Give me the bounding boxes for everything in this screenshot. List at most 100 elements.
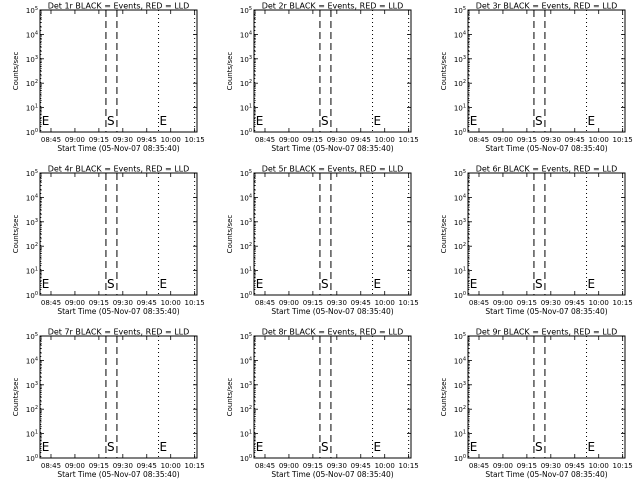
y-tick-label: 101 bbox=[240, 104, 252, 113]
y-tick-exponent: 1 bbox=[463, 430, 466, 436]
y-tick-label: 103 bbox=[26, 55, 38, 64]
y-tick-label: 103 bbox=[240, 218, 252, 227]
plot-frame bbox=[39, 172, 198, 296]
marker-label: S bbox=[107, 440, 115, 454]
y-tick-label: 105 bbox=[240, 169, 252, 178]
y-tick-label: 104 bbox=[26, 193, 38, 202]
marker-label: E bbox=[588, 440, 596, 454]
x-tick-label: 09:00 bbox=[279, 462, 299, 470]
x-tick-label: 10:00 bbox=[375, 462, 395, 470]
x-tick-label: 10:15 bbox=[185, 136, 205, 144]
y-tick-label: 100 bbox=[240, 454, 252, 463]
x-tick-label: 09:00 bbox=[493, 299, 513, 307]
marker-label: E bbox=[470, 440, 478, 454]
marker-label: E bbox=[374, 114, 382, 128]
x-tick-label: 09:45 bbox=[565, 299, 585, 307]
x-tick-label: 09:00 bbox=[65, 299, 85, 307]
marker-label: S bbox=[321, 277, 329, 291]
panel-title: Det 9r BLACK = Events, RED = LLD bbox=[476, 328, 618, 337]
y-tick-exponent: 4 bbox=[249, 193, 252, 199]
x-tick-label: 09:45 bbox=[137, 462, 157, 470]
y-tick-exponent: 0 bbox=[463, 454, 466, 460]
marker-label: S bbox=[535, 440, 543, 454]
x-tick-label: 09:15 bbox=[517, 462, 537, 470]
y-tick-label: 101 bbox=[26, 267, 38, 276]
x-axis-label: Start Time (05-Nov-07 08:35:40) bbox=[271, 144, 393, 153]
x-tick-label: 10:00 bbox=[161, 136, 181, 144]
y-tick-label: 105 bbox=[454, 6, 466, 15]
y-tick-exponent: 0 bbox=[463, 128, 466, 134]
x-tick-label: 09:45 bbox=[565, 136, 585, 144]
x-tick-label: 10:00 bbox=[161, 299, 181, 307]
y-tick-label: 100 bbox=[26, 291, 38, 300]
marker-label: S bbox=[321, 114, 329, 128]
x-axis-label: Start Time (05-Nov-07 08:35:40) bbox=[485, 307, 607, 316]
x-tick-label: 09:30 bbox=[327, 136, 347, 144]
y-tick-label: 102 bbox=[26, 79, 38, 88]
x-tick-label: 10:00 bbox=[375, 299, 395, 307]
marker-label: E bbox=[256, 114, 264, 128]
y-tick-label: 101 bbox=[240, 267, 252, 276]
x-tick-label: 09:45 bbox=[137, 299, 157, 307]
y-tick-label: 104 bbox=[26, 30, 38, 39]
y-tick-label: 101 bbox=[454, 104, 466, 113]
x-axis-label: Start Time (05-Nov-07 08:35:40) bbox=[57, 307, 179, 316]
x-tick-label: 08:45 bbox=[255, 462, 275, 470]
panel-title: Det 8r BLACK = Events, RED = LLD bbox=[262, 328, 404, 337]
x-tick-label: 09:45 bbox=[565, 462, 585, 470]
marker-label: E bbox=[588, 114, 596, 128]
y-tick-label: 105 bbox=[26, 6, 38, 15]
y-tick-exponent: 2 bbox=[463, 242, 466, 248]
y-tick-label: 102 bbox=[454, 242, 466, 251]
y-axis-label: Counts/sec bbox=[12, 215, 20, 254]
y-tick-exponent: 1 bbox=[249, 267, 252, 273]
x-tick-label: 10:00 bbox=[161, 462, 181, 470]
marker-label: S bbox=[535, 114, 543, 128]
x-tick-label: 09:15 bbox=[517, 299, 537, 307]
x-axis-label: Start Time (05-Nov-07 08:35:40) bbox=[271, 307, 393, 316]
y-tick-exponent: 3 bbox=[249, 218, 252, 224]
detector-panel: Det 8r BLACK = Events, RED = LLD 100 101 10… bbox=[226, 328, 419, 480]
y-tick-label: 101 bbox=[240, 430, 252, 439]
y-tick-exponent: 0 bbox=[35, 128, 38, 134]
y-tick-exponent: 5 bbox=[463, 332, 466, 338]
x-tick-label: 10:00 bbox=[375, 136, 395, 144]
y-tick-label: 105 bbox=[454, 332, 466, 341]
x-tick-label: 10:15 bbox=[399, 462, 419, 470]
y-tick-exponent: 1 bbox=[463, 267, 466, 273]
y-tick-exponent: 5 bbox=[249, 6, 252, 12]
y-tick-label: 105 bbox=[240, 332, 252, 341]
detector-panel: Det 6r BLACK = Events, RED = LLD10010110… bbox=[440, 165, 633, 317]
x-tick-label: 08:45 bbox=[469, 462, 489, 470]
y-tick-exponent: 2 bbox=[463, 79, 466, 85]
plot-frame bbox=[253, 9, 412, 133]
y-tick-exponent: 0 bbox=[463, 291, 466, 297]
y-tick-exponent: 2 bbox=[35, 79, 38, 85]
y-tick-label: 103 bbox=[454, 55, 466, 64]
x-tick-label: 10:15 bbox=[185, 462, 205, 470]
y-tick-label: 105 bbox=[26, 332, 38, 341]
y-tick-label: 100 bbox=[240, 291, 252, 300]
y-tick-label: 105 bbox=[26, 169, 38, 178]
x-tick-label: 08:45 bbox=[255, 136, 275, 144]
x-tick-label: 09:15 bbox=[303, 136, 323, 144]
y-tick-exponent: 3 bbox=[35, 218, 38, 224]
marker-label: E bbox=[42, 440, 50, 454]
y-tick-label: 104 bbox=[454, 193, 466, 202]
y-axis-label: Counts/sec bbox=[440, 215, 448, 254]
x-tick-label: 09:30 bbox=[541, 299, 561, 307]
x-axis-label: Start Time (05-Nov-07 08:35:40) bbox=[485, 470, 607, 479]
marker-label: E bbox=[256, 277, 264, 291]
y-tick-exponent: 4 bbox=[249, 30, 252, 36]
y-tick-label: 104 bbox=[240, 356, 252, 365]
marker-label: E bbox=[374, 277, 382, 291]
x-tick-label: 09:15 bbox=[303, 462, 323, 470]
plot-frame bbox=[253, 335, 412, 459]
y-tick-exponent: 0 bbox=[35, 454, 38, 460]
x-tick-label: 08:45 bbox=[469, 136, 489, 144]
y-tick-exponent: 0 bbox=[35, 291, 38, 297]
plot-frame bbox=[467, 9, 626, 133]
y-tick-exponent: 1 bbox=[35, 430, 38, 436]
marker-label: E bbox=[42, 277, 50, 291]
x-tick-label: 09:30 bbox=[327, 299, 347, 307]
